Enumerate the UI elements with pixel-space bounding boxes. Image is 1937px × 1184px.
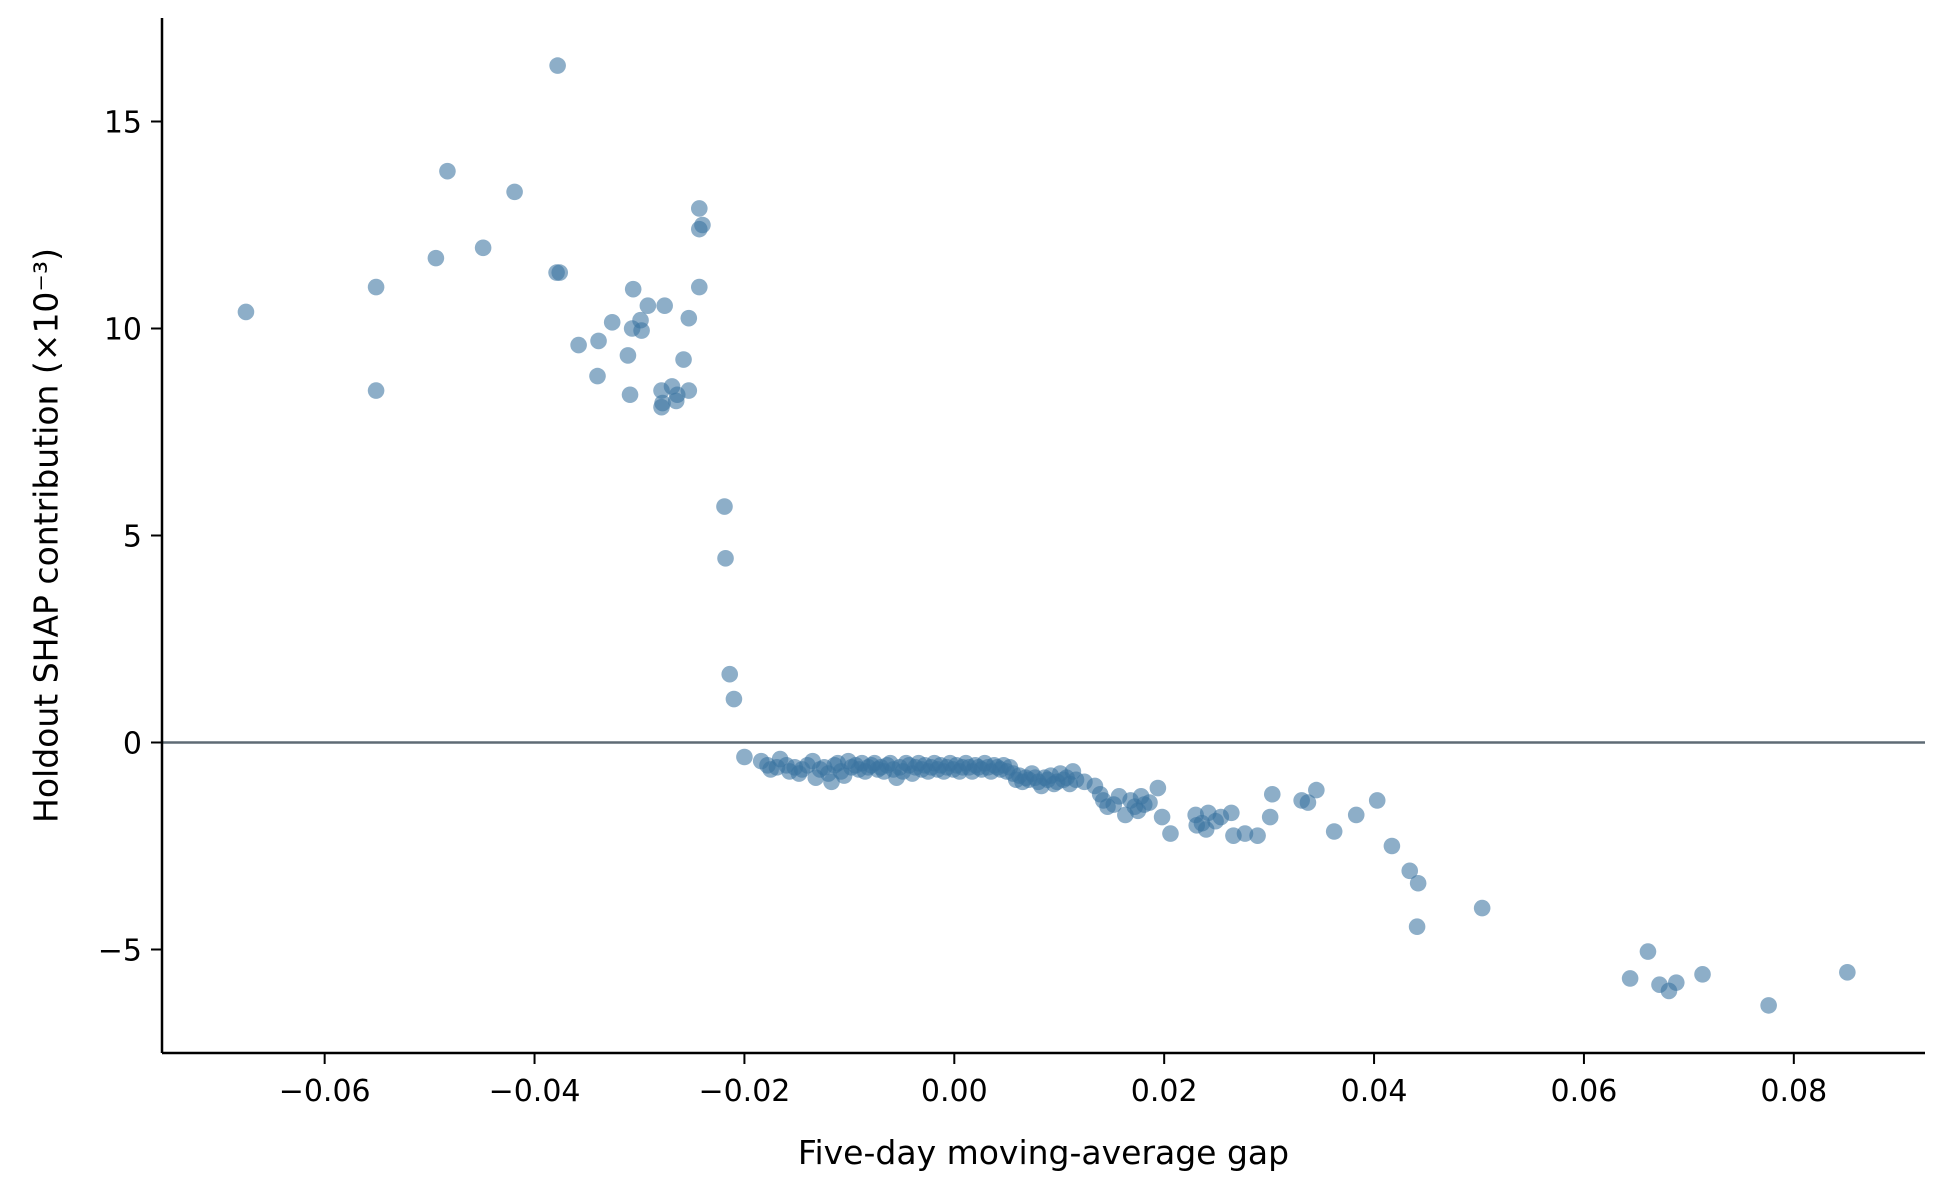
x-tick-label: −0.02 — [698, 1074, 790, 1109]
scatter-point — [654, 394, 671, 412]
x-axis-label: Five-day moving-average gap — [798, 1133, 1289, 1172]
scatter-point — [639, 297, 657, 315]
y-tick-label: −5 — [98, 934, 142, 969]
scatter-point — [1162, 825, 1179, 842]
scatter-point — [633, 322, 650, 339]
scatter-point — [717, 549, 734, 567]
scatter-point — [237, 303, 255, 321]
scatter-point — [1839, 963, 1856, 981]
scatter-point — [1667, 974, 1685, 991]
x-ticks: −0.06 −0.04 −0.02 0.00 0.02 0.04 0.06 0.08 — [279, 1053, 1827, 1109]
scatter-point — [570, 336, 587, 354]
scatter-point — [680, 309, 698, 327]
scatter-point — [1401, 862, 1419, 880]
scatter-point — [725, 690, 743, 708]
scatter-point — [474, 239, 492, 257]
scatter-point — [367, 382, 385, 399]
scatter-point — [590, 332, 607, 350]
y-tick-label: 5 — [123, 520, 142, 555]
scatter-point — [506, 183, 523, 201]
scatter-point — [1236, 825, 1254, 842]
scatter-point — [589, 367, 606, 385]
scatter-point — [427, 249, 445, 267]
scatter-point — [1473, 899, 1491, 917]
points-layer — [237, 57, 1856, 1014]
scatter-point — [1153, 808, 1171, 826]
scatter-point — [736, 748, 753, 766]
scatter-point — [1621, 970, 1639, 987]
scatter-point — [1308, 781, 1325, 799]
scatter-point — [551, 264, 569, 281]
x-tick-label: −0.06 — [279, 1074, 371, 1109]
scatter-point — [624, 280, 642, 298]
scatter-point — [549, 57, 566, 74]
scatter-point — [680, 382, 698, 399]
scatter-point — [619, 347, 637, 364]
scatter-point — [1383, 837, 1401, 855]
scatter-point — [675, 351, 692, 368]
y-axis-label: Holdout SHAP contribution (×10⁻³) — [27, 248, 66, 823]
scatter-point — [1409, 874, 1427, 892]
scatter-point — [1263, 785, 1281, 803]
scatter-point — [439, 162, 456, 180]
x-tick-label: −0.04 — [489, 1074, 581, 1109]
scatter-point — [656, 297, 673, 315]
scatter-point — [1223, 804, 1240, 822]
y-tick-label: 0 — [123, 727, 142, 762]
scatter-point — [367, 278, 385, 296]
scatter-point — [1299, 794, 1317, 811]
scatter-point — [1141, 794, 1158, 811]
y-tick-label: 15 — [104, 106, 142, 141]
scatter-point — [1325, 823, 1343, 840]
scatter-point — [603, 313, 621, 331]
scatter-point — [1408, 918, 1426, 936]
x-tick-label: 0.02 — [1131, 1074, 1198, 1109]
scatter-point — [1368, 792, 1386, 809]
x-tick-label: 0.06 — [1551, 1074, 1618, 1109]
scatter-point — [1249, 827, 1266, 844]
scatter-point — [1694, 966, 1711, 983]
x-tick-label: 0.04 — [1341, 1074, 1408, 1109]
scatter-point — [716, 498, 733, 515]
x-tick-label: 0.08 — [1760, 1074, 1827, 1109]
x-tick-label: 0.00 — [921, 1074, 988, 1109]
scatter-point — [690, 278, 708, 296]
scatter-point — [1639, 943, 1657, 960]
scatter-point — [721, 665, 739, 683]
scatter-point — [694, 216, 711, 234]
scatter-point — [1347, 806, 1365, 824]
scatter-point — [690, 200, 708, 217]
y-tick-label: 10 — [104, 313, 142, 348]
scatter-point — [1760, 997, 1777, 1014]
scatter-point — [621, 386, 639, 404]
y-ticks: −5 0 5 10 15 — [98, 106, 162, 969]
scatter-point — [1149, 779, 1167, 797]
scatter-point — [1261, 808, 1279, 826]
